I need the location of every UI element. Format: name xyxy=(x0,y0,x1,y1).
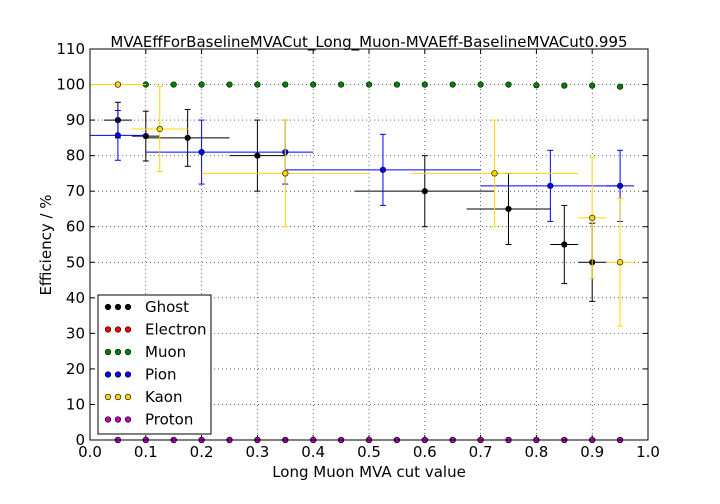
legend: Ghost Electron Muon Pion Kaon Proton xyxy=(97,294,212,435)
legend-marker-electron xyxy=(124,326,132,333)
x-tick-label: 0.7 xyxy=(469,443,493,461)
x-tick-label: 0.0 xyxy=(78,443,102,461)
data-point-kaon xyxy=(282,170,289,177)
data-point-muon xyxy=(226,81,233,88)
x-tick-label: 0.1 xyxy=(134,443,158,461)
y-axis-title: Efficiency / % xyxy=(37,194,55,295)
data-point-muon xyxy=(282,81,289,88)
data-point-ghost xyxy=(421,188,428,195)
data-point-muon xyxy=(561,82,568,89)
y-tick-label: 80 xyxy=(66,147,85,165)
y-tick-label: 30 xyxy=(66,324,85,342)
x-tick-label: 0.4 xyxy=(301,443,325,461)
legend-label: Electron xyxy=(145,321,207,339)
y-tick-label: 70 xyxy=(66,182,85,200)
y-tick-label: 0 xyxy=(75,431,85,449)
data-point-ghost xyxy=(184,134,191,141)
y-tick-label: 60 xyxy=(66,218,85,236)
x-tick-label: 0.8 xyxy=(524,443,548,461)
y-tick-label: 40 xyxy=(66,289,85,307)
legend-marker-kaon xyxy=(124,393,132,401)
y-tick-label: 90 xyxy=(66,111,85,129)
x-tick-label: 0.9 xyxy=(580,443,604,461)
data-point-muon xyxy=(505,81,512,88)
x-tick-label: 0.6 xyxy=(413,443,437,461)
data-point-muon xyxy=(449,81,456,88)
legend-label: Proton xyxy=(145,411,193,429)
data-point-muon xyxy=(589,82,596,89)
plot-frame xyxy=(89,48,649,441)
legend-marker-muon xyxy=(124,348,132,356)
y-tick-label: 10 xyxy=(66,395,85,413)
legend-marker-pion xyxy=(114,371,122,378)
data-point-muon xyxy=(421,81,428,88)
data-point-ghost xyxy=(254,152,261,159)
data-point-pion xyxy=(616,182,624,189)
data-point-muon xyxy=(477,81,484,88)
x-axis-title: Long Muon MVA cut value xyxy=(272,463,466,481)
data-point-muon xyxy=(338,81,345,88)
legend-box xyxy=(97,294,212,435)
data-point-muon xyxy=(393,81,401,88)
data-point-pion xyxy=(198,148,205,156)
series-kaon xyxy=(90,81,635,327)
x-tick-label: 1.0 xyxy=(636,443,660,461)
data-point-kaon xyxy=(114,81,121,88)
data-point-ghost xyxy=(561,241,568,248)
data-point-muon xyxy=(310,81,317,88)
legend-marker-proton xyxy=(114,416,122,423)
data-point-muon xyxy=(365,81,373,88)
chart-title: MVAEffForBaselineMVACut_Long_Muon-MVAEff… xyxy=(110,33,627,52)
y-tick-label: 20 xyxy=(66,360,85,378)
data-point-kaon xyxy=(616,259,624,266)
data-point-kaon xyxy=(156,125,163,133)
y-tick-label: 100 xyxy=(56,76,85,94)
data-point-kaon xyxy=(491,170,498,177)
legend-marker-kaon xyxy=(114,393,122,401)
legend-label: Pion xyxy=(145,366,177,384)
data-point-kaon xyxy=(589,214,596,221)
data-point-pion xyxy=(114,132,121,139)
data-point-muon xyxy=(533,82,540,89)
axis-ticks: 0.0 0.1 0.2 0.3 0.4 0.5 0.6 0.7 0.8 0.9 1.0 0 10 20 30… xyxy=(56,40,660,461)
legend-marker-muon xyxy=(104,348,112,356)
legend-marker-proton xyxy=(124,416,132,423)
legend-marker-electron xyxy=(114,326,122,333)
legend-marker-pion xyxy=(104,371,112,378)
legend-marker-ghost xyxy=(124,303,132,311)
legend-label: Kaon xyxy=(145,388,182,406)
legend-marker-proton xyxy=(104,416,112,423)
data-series xyxy=(90,81,635,444)
series-muon xyxy=(114,81,624,90)
data-point-muon xyxy=(254,81,261,88)
data-point-muon xyxy=(170,81,177,88)
x-tick-label: 0.5 xyxy=(357,443,381,461)
y-tick-label: 50 xyxy=(66,253,85,271)
legend-marker-electron xyxy=(104,326,112,333)
legend-marker-muon xyxy=(114,348,122,356)
legend-label: Muon xyxy=(145,343,186,361)
data-point-pion xyxy=(547,182,554,189)
data-point-muon xyxy=(198,81,205,88)
legend-marker-ghost xyxy=(114,303,122,311)
x-tick-label: 0.2 xyxy=(190,443,214,461)
legend-marker-kaon xyxy=(104,393,112,401)
x-tick-label: 0.3 xyxy=(245,443,269,461)
legend-label: Ghost xyxy=(145,298,189,316)
data-point-ghost xyxy=(505,205,512,213)
legend-marker-pion xyxy=(124,371,132,378)
data-point-muon xyxy=(616,83,624,90)
legend-marker-ghost xyxy=(104,303,112,311)
data-point-pion xyxy=(379,166,387,173)
y-tick-label: 110 xyxy=(56,40,85,58)
